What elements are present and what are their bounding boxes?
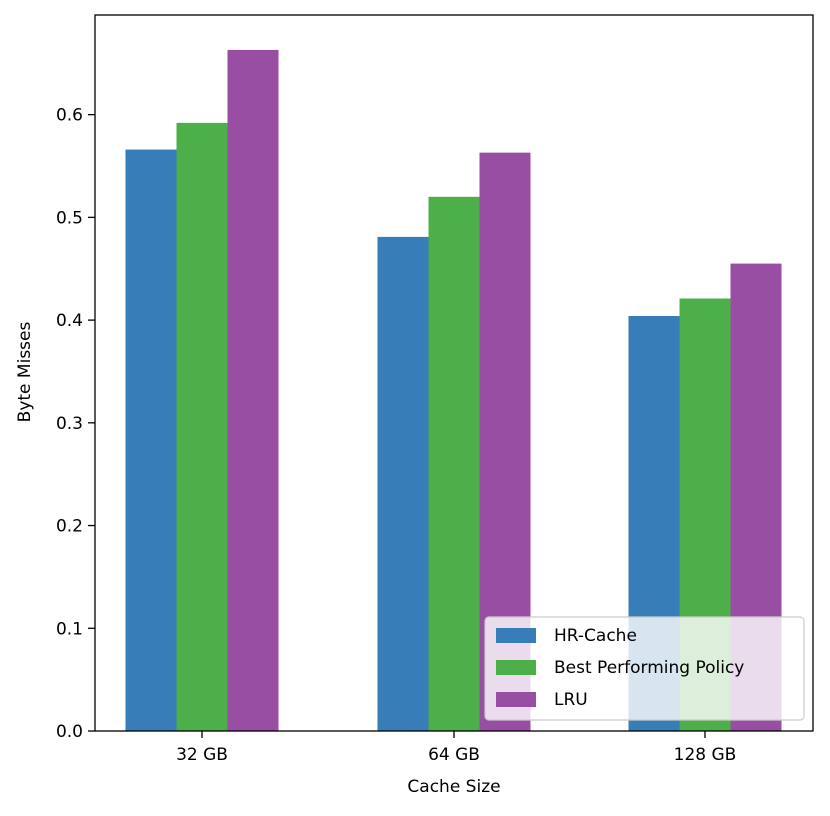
y-tick-label: 0.4 [56, 311, 83, 331]
bar-best-performing-policy-32-gb [176, 122, 228, 732]
bar-hr-cache-32-gb [125, 149, 177, 731]
bar-lru-32-gb [227, 49, 279, 732]
legend-label: Best Performing Policy [554, 658, 744, 678]
legend-swatch [496, 628, 536, 643]
y-tick-label: 0.5 [56, 208, 83, 228]
y-axis-title: Byte Misses [15, 322, 35, 423]
legend-swatch [496, 660, 536, 675]
y-tick-label: 0.3 [56, 414, 83, 434]
x-tick-label: 64 GB [428, 745, 480, 765]
y-tick-label: 0.2 [56, 517, 83, 537]
legend-swatch [496, 692, 536, 707]
axes-layer: 0.0 0.1 0.2 0.3 0.4 0.5 0.6 32 GB 64 GB 128 GB [56, 14, 814, 765]
legend-box [484, 616, 805, 721]
x-tick-label: 32 GB [176, 745, 228, 765]
y-tick-label: 0.0 [56, 722, 83, 742]
legend: HR-Cache Best Performing Policy LRU [484, 616, 805, 721]
bar-best-performing-policy-64-gb [428, 196, 480, 731]
y-tick-label: 0.6 [56, 106, 83, 126]
x-tick-label: 128 GB [674, 745, 737, 765]
bar-hr-cache-64-gb [377, 236, 429, 731]
legend-label: HR-Cache [554, 626, 637, 646]
x-axis-title: Cache Size [407, 777, 500, 797]
legend-label: LRU [554, 690, 588, 710]
y-tick-label: 0.1 [56, 619, 83, 639]
